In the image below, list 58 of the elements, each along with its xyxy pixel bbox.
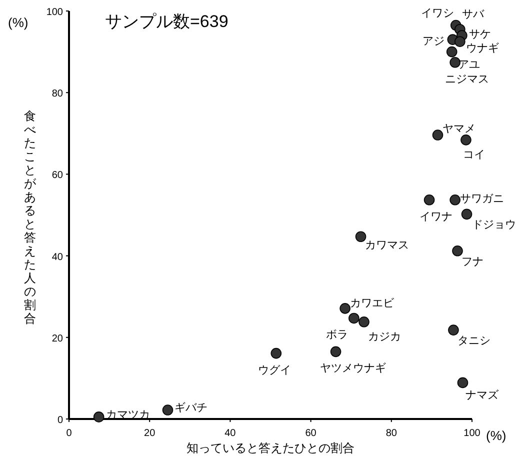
point xyxy=(358,316,370,328)
x-tick-label: 0 xyxy=(66,428,72,439)
point xyxy=(330,346,342,358)
x-tick-label: 60 xyxy=(305,428,317,439)
text: (%) xyxy=(8,15,28,30)
annotation: ボラ xyxy=(326,329,348,342)
x-tick-label: 80 xyxy=(386,428,398,439)
point xyxy=(454,36,466,47)
y-tick-label: 60 xyxy=(52,170,64,182)
annotation: サワガニ xyxy=(460,192,504,205)
text: 食べたことがあると答えた人の割合 xyxy=(24,109,36,326)
x-axis-title: 知っていると答えたひとの割合 xyxy=(186,441,354,455)
point xyxy=(348,312,360,324)
annotation: ナマズ xyxy=(466,390,500,402)
annotation: ドジョウ xyxy=(472,219,516,232)
text: (%) xyxy=(486,428,506,443)
annotation: ウナギ xyxy=(466,42,499,55)
point xyxy=(270,348,282,359)
point xyxy=(93,412,104,422)
annotation: アジ xyxy=(422,36,445,48)
annotation: カワマス xyxy=(364,240,409,252)
annotation: コイ xyxy=(462,148,485,161)
point xyxy=(355,231,366,242)
point xyxy=(461,208,472,220)
annotation: カワエビ xyxy=(350,297,396,310)
point xyxy=(460,134,472,146)
point xyxy=(452,246,463,256)
annotation: アユ xyxy=(458,58,480,71)
point xyxy=(432,130,444,140)
annotation: サバ xyxy=(462,8,485,20)
x-tick-label: 100 xyxy=(464,428,481,439)
point xyxy=(450,57,460,68)
x-tick-label: 40 xyxy=(224,428,236,439)
y-tick-label: 40 xyxy=(52,252,64,263)
annotation: イワシ xyxy=(420,7,454,20)
point xyxy=(450,194,460,206)
annotation: カジカ xyxy=(368,330,401,343)
annotation: サケ xyxy=(468,28,491,40)
y-tick-label: 0 xyxy=(57,415,64,426)
annotation: ウグイ xyxy=(258,364,292,376)
annotation: ギバチ xyxy=(174,402,208,414)
y-tick-label: 100 xyxy=(46,7,64,18)
annotation: ヤマメ xyxy=(442,123,476,136)
chart-title: サンプル数=639 xyxy=(105,12,228,31)
point xyxy=(424,194,435,206)
point xyxy=(448,324,459,336)
annotation: フナ xyxy=(461,256,484,268)
point xyxy=(340,303,350,314)
point xyxy=(162,404,174,416)
point xyxy=(457,377,468,388)
point xyxy=(446,46,458,58)
annotation: ヤツメウナギ xyxy=(320,362,386,375)
y-tick-label: 20 xyxy=(52,333,64,344)
annotation: イワナ xyxy=(419,210,452,223)
annotation: ニジマス xyxy=(445,73,490,86)
x-tick-label: 20 xyxy=(144,428,156,439)
y-tick-label: 80 xyxy=(52,88,64,100)
annotation: タニシ xyxy=(457,335,490,348)
